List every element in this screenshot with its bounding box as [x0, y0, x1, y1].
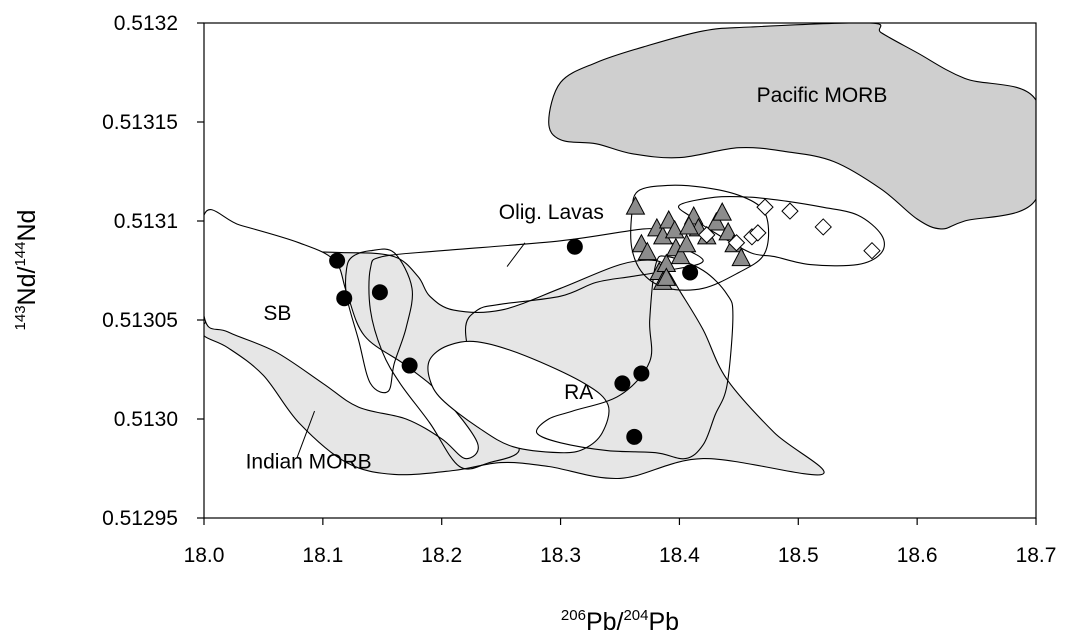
data-point-circle: [371, 284, 388, 301]
data-point-triangle: [718, 221, 738, 241]
x-tick-label: 18.3: [540, 544, 581, 567]
plot-area-border: [203, 22, 1037, 519]
data-point-circle: [566, 238, 583, 255]
x-tick-label: 18.1: [302, 544, 343, 567]
x-tick-label: 18.0: [184, 544, 225, 567]
data-point-triangle: [656, 267, 677, 286]
y-title-base-2: Nd: [13, 210, 41, 242]
y-tick-label: 0.51305: [102, 309, 178, 332]
y-tick-label: 0.5131: [114, 210, 178, 233]
x-tick-label: 18.7: [1016, 544, 1057, 567]
data-point-circle: [401, 357, 418, 374]
data-point-triangle: [664, 219, 685, 239]
data-point-circle: [682, 264, 699, 281]
x-tick-label: 18.2: [421, 544, 462, 567]
field-label-sb: SB: [263, 302, 291, 325]
x-title-base-1: Pb/: [586, 608, 624, 636]
data-point-triangle: [679, 215, 699, 235]
data-point-diamond: [756, 198, 774, 216]
data-point-triangle: [706, 211, 727, 231]
data-point-circle: [626, 428, 643, 445]
data-point-diamond: [727, 234, 746, 252]
field-label-ra: RA: [564, 381, 593, 404]
x-title-base-2: Pb: [649, 608, 680, 636]
x-tick-label: 18.6: [897, 544, 938, 567]
data-point-circle: [633, 365, 650, 382]
y-tick-label: 0.51295: [102, 507, 178, 530]
x-title-sup-2: 204: [623, 607, 648, 624]
data-point-circle: [614, 375, 631, 392]
leader-line-3: [506, 242, 526, 267]
x-axis-ticks: 18.0 18.1 18.2 18.3 18.4 18.5 18.6 18.7: [184, 518, 1057, 567]
field-label-indian-morb: Indian MORB: [246, 451, 372, 474]
data-point-diamond: [863, 241, 881, 260]
x-tick-label: 18.5: [778, 544, 819, 567]
field-label-pacific-morb: Pacific MORB: [757, 84, 888, 107]
y-axis-title: 143Nd/144Nd: [12, 210, 41, 331]
data-point-triangle: [712, 202, 733, 221]
y-title-sup-2: 144: [12, 242, 29, 267]
y-title-sup-1: 143: [12, 305, 29, 330]
data-point-triangle: [625, 196, 646, 215]
field-labels: Pacific MORB Indian MORB SB Olig. Lavas RA: [246, 84, 888, 473]
y-title-base-1: Nd/: [13, 266, 41, 305]
x-tick-label: 18.4: [659, 544, 700, 567]
x-title-sup-1: 206: [561, 607, 586, 624]
data-point-circle: [336, 290, 353, 307]
data-point-diamond: [698, 226, 716, 244]
field-outline-olig-lavas: [368, 228, 704, 470]
data-point-circle: [329, 252, 346, 269]
leader-line-1: [296, 410, 316, 459]
y-axis-ticks: 0.51295 0.5130 0.51305 0.5131 0.51315 0.5132: [102, 12, 204, 530]
field-outline-unlabeled-6: [535, 255, 734, 460]
data-point-triangle: [731, 247, 752, 267]
leader-lines: [296, 242, 526, 459]
data-point-diamond: [749, 224, 767, 242]
y-tick-label: 0.51315: [102, 111, 178, 134]
y-tick-label: 0.5130: [114, 408, 178, 431]
data-point-diamond: [781, 202, 799, 220]
field-outline-ra: [427, 340, 610, 454]
x-axis-title: 206Pb/204Pb: [561, 607, 679, 636]
data-point-diamond: [814, 218, 832, 236]
data-point-triangle: [637, 241, 658, 261]
plot-frame-group: 18.0 18.1 18.2 18.3 18.4 18.5 18.6 18.7 0.51295…: [102, 12, 1056, 567]
y-tick-label: 0.5132: [114, 12, 178, 35]
data-points: [329, 196, 881, 445]
data-point-triangle: [670, 245, 691, 265]
field-polygons: [204, 23, 1036, 479]
data-point-triangle: [676, 233, 697, 253]
field-label-olig-lavas: Olig. Lavas: [499, 201, 604, 224]
field-outline-pacific-morb: [548, 23, 1036, 230]
